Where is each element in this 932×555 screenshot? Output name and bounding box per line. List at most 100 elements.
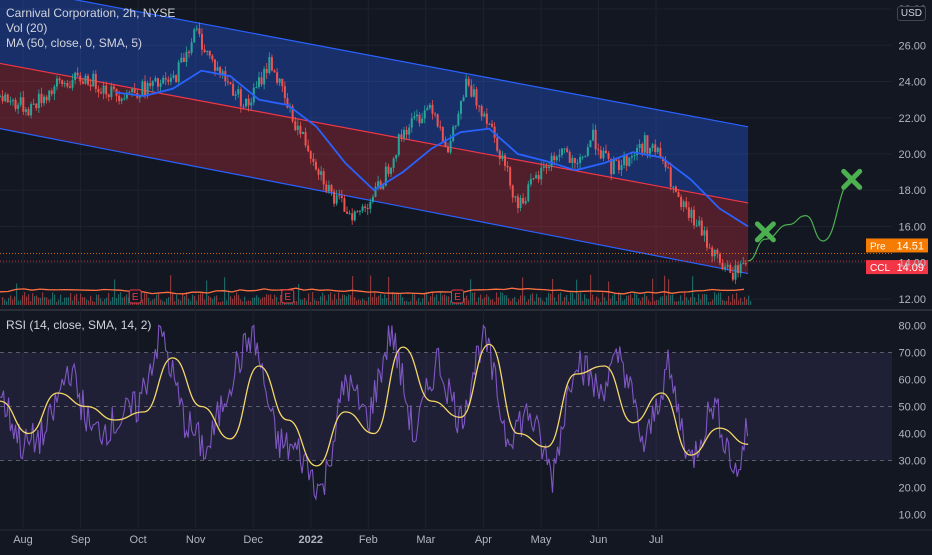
volume-bar: [186, 292, 188, 305]
volume-bar: [530, 294, 532, 305]
volume-bar: [128, 297, 130, 305]
volume-bar: [318, 301, 320, 305]
earnings-marker-box: [281, 289, 295, 304]
candle-body: [384, 166, 387, 186]
candle-body: [514, 196, 517, 198]
volume-bar: [330, 292, 332, 305]
candle-body: [537, 175, 540, 180]
candle-body: [361, 206, 364, 211]
candle-body: [498, 150, 501, 159]
volume-bar: [200, 293, 202, 305]
volume-bar: [342, 294, 344, 305]
candle-body: [698, 220, 701, 226]
volume-bar: [118, 294, 120, 305]
candle-body: [22, 97, 25, 112]
candle-body: [431, 104, 434, 114]
volume-bar: [334, 294, 336, 305]
volume-bar: [520, 295, 522, 305]
volume-bar: [82, 297, 84, 305]
candle-body: [441, 126, 444, 142]
volume-bar: [16, 283, 18, 305]
candle-body: [485, 113, 488, 124]
time-tick-label: Apr: [475, 534, 492, 546]
price-tag-name: Pre: [870, 241, 886, 252]
candle-body: [87, 75, 90, 85]
volume-bar: [638, 298, 640, 305]
candle-body: [400, 134, 403, 139]
volume-bar: [36, 295, 38, 305]
rsi-sma-line: [0, 343, 749, 467]
volume-bar: [528, 299, 530, 305]
earnings-marker: E: [128, 289, 142, 304]
rsi-panel: [0, 323, 892, 501]
volume-bar: [298, 283, 300, 305]
candle-body: [156, 78, 159, 87]
candle-body: [9, 100, 12, 103]
x-mark: [754, 221, 776, 243]
volume-bar: [314, 299, 316, 305]
price-tick-label: 12.00: [898, 294, 926, 306]
volume-bar: [380, 294, 382, 305]
volume-bar: [540, 297, 542, 305]
candle-body: [452, 126, 455, 141]
candle-body: [265, 68, 268, 73]
candle-body: [382, 185, 385, 189]
candle-body: [307, 145, 310, 152]
candle-body: [278, 78, 281, 83]
volume-bar: [236, 292, 238, 305]
earnings-marker-box: [451, 289, 465, 304]
candle-body: [32, 103, 35, 105]
volume-bar: [656, 300, 658, 305]
volume-legend[interactable]: Vol (20): [6, 21, 48, 35]
volume-bar: [690, 297, 692, 305]
volume-bar: [322, 292, 324, 305]
volume-bar: [12, 299, 14, 305]
candle-body: [480, 105, 483, 117]
volume-bar: [568, 301, 570, 305]
volume-bar: [570, 292, 572, 305]
candle-body: [58, 78, 61, 81]
volume-bar: [162, 300, 164, 305]
candle-body: [387, 166, 390, 174]
volume-bar: [294, 301, 296, 305]
volume-bar: [242, 301, 244, 305]
candle-body: [568, 152, 571, 163]
volume-bar: [492, 299, 494, 305]
candle-body: [213, 59, 216, 71]
volume-bar: [552, 278, 554, 305]
volume-bar: [146, 293, 148, 305]
candle-body: [633, 155, 636, 157]
candle-body: [239, 89, 242, 107]
volume-bar: [518, 299, 520, 305]
time-tick-label: Nov: [186, 534, 206, 546]
volume-bar: [586, 298, 588, 305]
chart-title[interactable]: Carnival Corporation, 2h, NYSE: [6, 6, 176, 20]
volume-bar: [474, 292, 476, 305]
candle-body: [426, 108, 429, 111]
volume-bar: [34, 295, 36, 305]
moving-average-line: [114, 69, 749, 228]
volume-bar: [52, 292, 54, 305]
candle-body: [457, 113, 460, 126]
candle-body: [413, 116, 416, 119]
volume-bar: [652, 278, 654, 305]
volume-bar: [640, 300, 642, 305]
candle-body: [377, 181, 380, 187]
volume-bar: [62, 301, 64, 305]
candle-body: [232, 84, 235, 96]
volume-bar: [636, 294, 638, 305]
rsi-legend[interactable]: RSI (14, close, SMA, 14, 2): [6, 318, 152, 332]
candle-body: [294, 121, 297, 131]
volume-bar: [436, 294, 438, 305]
candle-body: [366, 208, 369, 210]
volume-bar: [358, 299, 360, 305]
volume-bar: [694, 297, 696, 305]
candle-body: [553, 155, 556, 161]
candle-body: [180, 57, 183, 63]
ma-legend[interactable]: MA (50, close, 0, SMA, 5): [6, 36, 143, 50]
candle-body: [628, 157, 631, 166]
volume-bar: [362, 298, 364, 305]
volume-bar: [414, 294, 416, 305]
projection-overlay[interactable]: Pre 14.51 CCL 14.09: [0, 168, 928, 275]
